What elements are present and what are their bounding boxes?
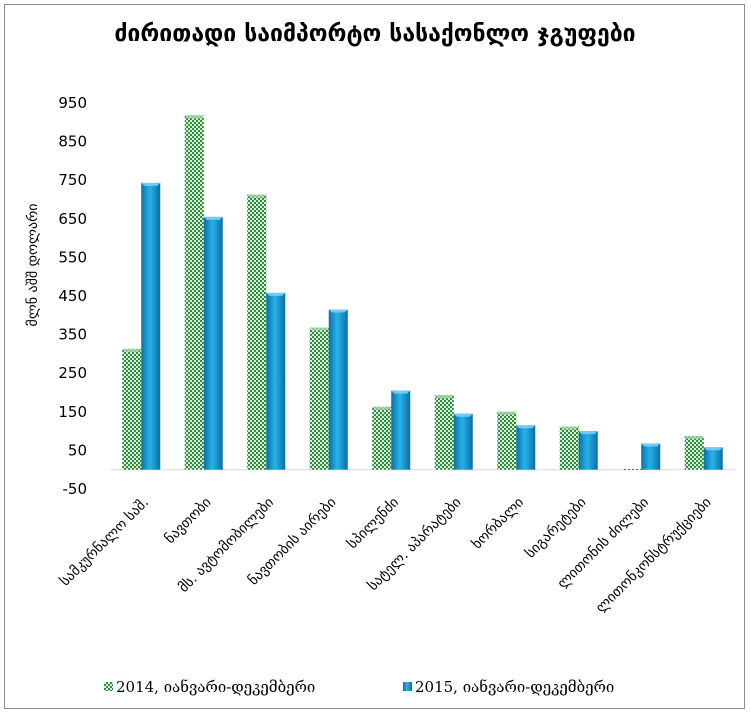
y-tick-label: 250 bbox=[58, 364, 87, 382]
bar-bevel-2015 bbox=[391, 390, 411, 394]
y-tick-label: 50 bbox=[68, 441, 87, 459]
y-tick-label: 950 bbox=[58, 94, 87, 112]
bar-bevel-2014 bbox=[372, 406, 392, 410]
y-tick-label: 450 bbox=[58, 287, 87, 305]
y-tick-label: 150 bbox=[58, 403, 87, 421]
y-tick-label: 550 bbox=[58, 248, 87, 266]
bar-bevel-2015 bbox=[203, 216, 223, 220]
bar-2015 bbox=[578, 431, 598, 470]
bar-bevel-2015 bbox=[328, 309, 348, 313]
bar-2014 bbox=[372, 406, 392, 470]
bar-2015 bbox=[203, 216, 223, 470]
category-label: სიგარეტები bbox=[522, 494, 590, 562]
bar-2014 bbox=[309, 327, 329, 470]
bar-2015 bbox=[641, 443, 661, 470]
legend-label-2014: 2014, იანვარი-დეკემბერი bbox=[116, 678, 315, 696]
bar-bevel-2014 bbox=[122, 348, 142, 352]
y-axis-ticks: -50 50 150 250 350 450 550 650 750 850 950 bbox=[58, 94, 87, 498]
category-label: ლითონკონსტრუქციები bbox=[592, 494, 714, 616]
bar-2014 bbox=[622, 468, 642, 470]
bar-bevel-2015 bbox=[453, 413, 473, 417]
bar-bevel-2015 bbox=[703, 447, 723, 451]
bar-bevel-2015 bbox=[578, 431, 598, 435]
y-tick-label: 850 bbox=[58, 133, 87, 151]
bar-bevel-2015 bbox=[516, 425, 536, 429]
bar-2014 bbox=[184, 115, 204, 470]
bar-2015 bbox=[141, 182, 161, 470]
y-axis-title: მლნ აშშ დოლარი bbox=[24, 204, 41, 327]
bar-bevel-2014 bbox=[559, 426, 579, 430]
legend-swatch-2015 bbox=[403, 682, 412, 691]
bar-2014 bbox=[122, 348, 142, 470]
bar-bevel-2014 bbox=[497, 411, 517, 415]
bar-bevel-2014 bbox=[684, 436, 704, 440]
legend: 2014, იანვარი-დეკემბერი 2015, იანვარი-დე… bbox=[104, 678, 614, 696]
y-tick-label: 650 bbox=[58, 210, 87, 228]
bar-bevel-2015 bbox=[266, 292, 286, 296]
bar-2014 bbox=[497, 411, 517, 470]
category-label: სპილენძი bbox=[344, 495, 402, 553]
bar-bevel-2014 bbox=[247, 194, 267, 198]
bar-2015 bbox=[516, 425, 536, 470]
bar-bevel-2014 bbox=[184, 115, 204, 119]
chart-title: ძირითადი საიმპორტო სასაქონლო ჯგუფები bbox=[114, 21, 635, 47]
bar-2015 bbox=[266, 292, 286, 470]
bar-2015 bbox=[328, 309, 348, 470]
category-label: ნავთობი bbox=[162, 495, 215, 548]
legend-label-2015: 2015, იანვარი-დეკემბერი bbox=[415, 678, 614, 696]
bar-2015 bbox=[453, 413, 473, 470]
y-tick-label: 350 bbox=[58, 326, 87, 344]
bar-bevel-2014 bbox=[309, 327, 329, 331]
bar-2014 bbox=[559, 426, 579, 470]
legend-swatch-2014 bbox=[104, 682, 113, 691]
bars bbox=[122, 115, 723, 470]
bar-bevel-2015 bbox=[141, 182, 161, 186]
bar-bevel-2015 bbox=[641, 443, 661, 447]
bar-2014 bbox=[434, 395, 454, 470]
bar-2015 bbox=[391, 390, 411, 470]
category-label: სამკურნალო საშ. bbox=[56, 494, 152, 590]
bar-bevel-2014 bbox=[434, 395, 454, 399]
category-label: ხორბალი bbox=[468, 494, 527, 553]
y-tick-label: -50 bbox=[63, 480, 88, 498]
bar-2014 bbox=[247, 194, 267, 470]
bar-2014 bbox=[684, 436, 704, 470]
bar-2015 bbox=[703, 447, 723, 470]
y-tick-label: 750 bbox=[58, 171, 87, 189]
